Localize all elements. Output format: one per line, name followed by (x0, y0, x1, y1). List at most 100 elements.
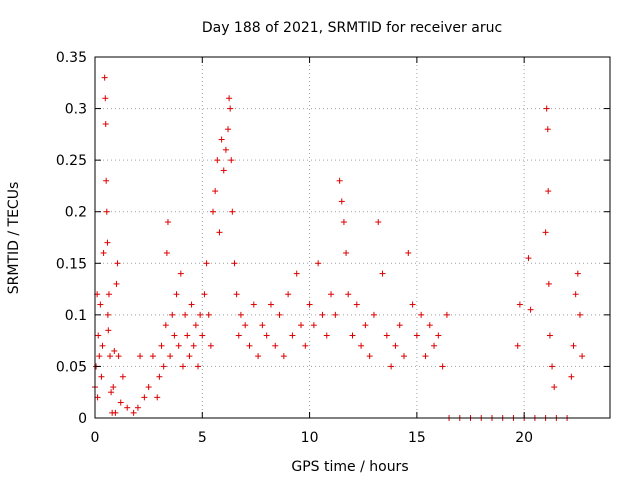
data-point (103, 177, 110, 184)
data-point (225, 126, 232, 133)
data-point (112, 409, 119, 416)
data-point (115, 353, 122, 360)
data-point (431, 342, 438, 349)
data-point (205, 311, 212, 318)
y-tick-label: 0.1 (65, 308, 87, 324)
data-point (203, 260, 210, 267)
data-point (310, 322, 317, 329)
data-point (218, 136, 225, 143)
data-point (171, 332, 178, 339)
data-point (177, 270, 184, 277)
data-point (227, 105, 234, 112)
data-points (92, 74, 586, 421)
x-tick-label: 15 (408, 430, 426, 446)
data-point (104, 311, 111, 318)
data-point (349, 332, 356, 339)
data-point (235, 332, 242, 339)
data-point (175, 342, 182, 349)
y-tick-label: 0.35 (56, 50, 87, 66)
data-point (255, 353, 262, 360)
data-point (220, 167, 227, 174)
data-point (405, 249, 412, 256)
data-point (226, 95, 233, 102)
data-point (516, 301, 523, 308)
data-point (214, 157, 221, 164)
data-point (289, 332, 296, 339)
data-point (107, 353, 114, 360)
data-point (195, 363, 201, 370)
data-point (306, 301, 313, 308)
data-point (182, 311, 189, 318)
data-point (111, 347, 118, 354)
data-point (336, 177, 343, 184)
y-tick-label: 0.15 (56, 256, 87, 272)
data-point (315, 260, 322, 267)
data-point (568, 373, 575, 380)
data-point (439, 363, 446, 370)
data-point (375, 219, 382, 226)
data-point (229, 208, 236, 215)
data-point (362, 322, 369, 329)
data-point (366, 353, 373, 360)
data-point (409, 301, 416, 308)
data-point (549, 363, 556, 370)
data-point (222, 146, 229, 153)
data-point (343, 249, 350, 256)
data-point (435, 332, 442, 339)
data-point (353, 301, 360, 308)
data-point (426, 322, 433, 329)
data-point (105, 327, 112, 334)
data-point (207, 342, 214, 349)
y-tick-label: 0.05 (56, 359, 87, 375)
data-point (233, 291, 240, 298)
data-point (184, 332, 191, 339)
data-point (579, 353, 586, 360)
data-point (345, 291, 352, 298)
data-point (102, 121, 109, 128)
data-point (546, 332, 553, 339)
data-point (130, 409, 137, 416)
plot-area-frame (94, 56, 611, 419)
data-point (173, 291, 180, 298)
data-point (141, 394, 148, 401)
data-point (328, 291, 335, 298)
x-tick-label: 10 (301, 430, 319, 446)
data-point (101, 74, 108, 81)
data-point (163, 249, 170, 256)
data-point (231, 260, 238, 267)
data-point (212, 188, 219, 195)
data-point (525, 255, 532, 262)
y-tick-label: 0.3 (65, 102, 87, 118)
data-point (169, 311, 176, 318)
data-point (259, 322, 266, 329)
data-point (98, 373, 105, 380)
grid-lines (95, 57, 610, 418)
data-point (280, 353, 287, 360)
data-point (383, 332, 390, 339)
data-point (574, 270, 581, 277)
data-point (576, 311, 583, 318)
data-point (192, 322, 199, 329)
data-point (332, 311, 339, 318)
data-point (542, 229, 549, 236)
data-point (370, 311, 377, 318)
data-point (228, 157, 235, 164)
data-point (543, 105, 550, 112)
data-point (413, 332, 420, 339)
x-tick-label: 0 (91, 430, 100, 446)
y-tick-label: 0 (78, 411, 87, 427)
x-axis-title: GPS time / hours (291, 459, 408, 475)
data-point (319, 311, 326, 318)
data-point (302, 342, 309, 349)
data-point (276, 311, 283, 318)
data-point (298, 322, 304, 329)
data-point (418, 311, 425, 318)
chart-title: Day 188 of 2021, SRMTID for receiver aru… (202, 20, 502, 36)
data-point (179, 363, 186, 370)
data-point (156, 373, 163, 380)
data-point (114, 260, 121, 267)
data-point (323, 332, 330, 339)
data-point (117, 399, 124, 406)
data-point (95, 332, 102, 339)
